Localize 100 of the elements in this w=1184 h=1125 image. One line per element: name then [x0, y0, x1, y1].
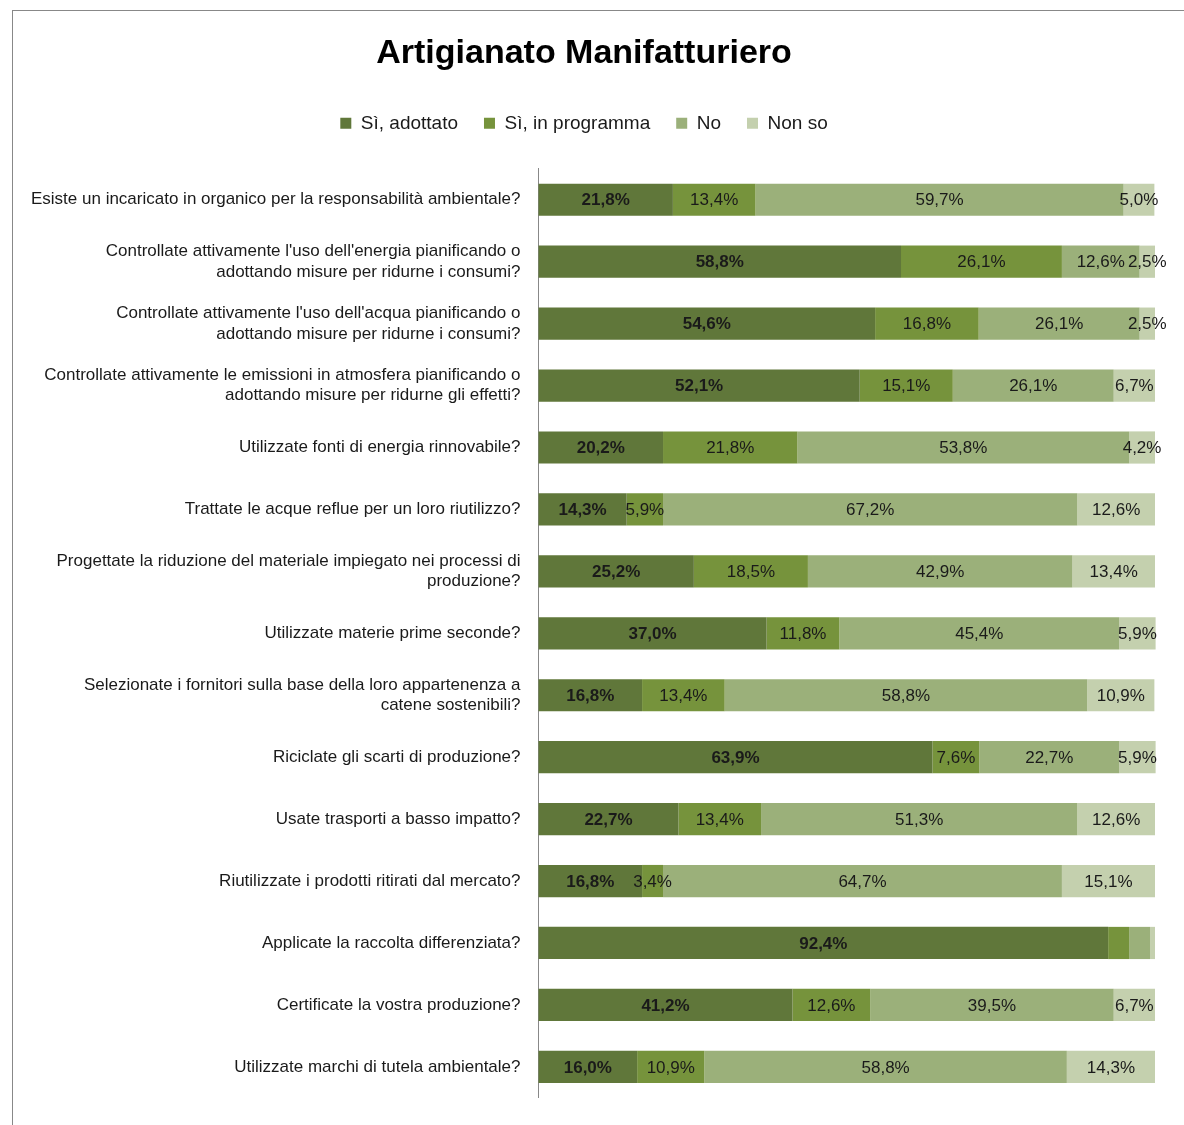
data-label: 14,3%	[1086, 1057, 1136, 1077]
data-label: 18,5%	[726, 562, 775, 582]
bar	[839, 617, 1120, 650]
legend-label: Sì, adottato	[360, 111, 458, 133]
y-tick-label: Controllate attivamente le emissioni in atmosfera pianificando o adottando misure per ridurne gli effetti?	[44, 365, 521, 405]
data-label: 22,7%	[584, 809, 633, 829]
y-tick-label: Riutilizzate i prodotti ritirati dal mercato?	[219, 870, 521, 890]
data-label: 16,8%	[566, 871, 615, 891]
data-label: 15,1%	[882, 376, 931, 396]
data-label: 12,6%	[1076, 252, 1125, 272]
bar	[538, 431, 664, 464]
data-label: 67,2%	[846, 500, 895, 520]
bar	[538, 803, 679, 836]
y-tick-label: Utilizzate fonti di energia rinnovabile?	[238, 437, 521, 457]
data-label: 4,2%	[1122, 438, 1162, 458]
chart-title: Artigianato Manifatturiero	[376, 31, 792, 70]
data-label: 10,9%	[1096, 685, 1145, 705]
y-tick-label: Selezionate i fornitori sulla base della loro appartenenza a catene sostenibili?	[83, 674, 522, 715]
data-label: 63,9%	[711, 747, 760, 767]
data-label: 39,5%	[967, 995, 1017, 1015]
bar	[538, 988, 793, 1021]
bar	[693, 555, 808, 588]
bar	[538, 307, 876, 340]
data-label: 16,0%	[563, 1057, 612, 1077]
data-label: 52,1%	[675, 376, 724, 396]
data-label: 54,6%	[682, 314, 731, 334]
data-label: 25,2%	[592, 562, 641, 582]
data-label: 14,3%	[558, 500, 607, 520]
bar	[704, 1050, 1067, 1083]
bar	[979, 741, 1120, 774]
y-tick-label: Trattate le acque reflue per un loro riutilizzo?	[184, 499, 521, 519]
data-label: 15,1%	[1084, 871, 1133, 891]
bar	[1061, 864, 1155, 898]
y-tick-label: Controllate attivamente l'uso dell'energia pianificando o adottando misure per ridurne i consumi?	[105, 241, 521, 281]
data-label: 26,1%	[1009, 376, 1058, 396]
data-label: 6,7%	[1114, 376, 1154, 396]
bar	[1150, 926, 1155, 960]
data-label: 21,8%	[706, 438, 755, 458]
data-label: 45,4%	[955, 623, 1004, 643]
data-label: 16,8%	[902, 314, 951, 334]
bar	[952, 369, 1114, 402]
y-tick-label: Certificate la vostra produzione?	[276, 994, 521, 1014]
y-tick-label: Esiste un incaricato in organico per la responsabilità ambientale?	[30, 189, 521, 209]
data-label: 12,6%	[807, 995, 856, 1015]
data-label: 41,2%	[641, 995, 690, 1015]
bar	[901, 245, 1062, 278]
data-label: 58,8%	[861, 1057, 910, 1077]
y-tick-label: Utilizzate marchi di tutela ambientale?	[234, 1056, 521, 1076]
data-label: 26,1%	[957, 252, 1006, 272]
data-label: 2,5%	[1127, 314, 1167, 334]
data-label: 10,9%	[646, 1057, 695, 1077]
bar	[663, 431, 798, 464]
bar	[724, 679, 1088, 712]
y-tick-label: Usate trasporti a basso impatto?	[275, 808, 521, 828]
data-label: 5,0%	[1119, 190, 1159, 210]
data-label: 92,4%	[799, 933, 848, 953]
data-label: 58,8%	[695, 252, 744, 272]
data-label: 21,8%	[581, 190, 630, 210]
bar	[870, 988, 1114, 1021]
bar	[538, 369, 860, 402]
data-label: 16,8%	[566, 685, 615, 705]
data-label: 58,8%	[881, 685, 931, 705]
bar	[538, 741, 933, 774]
data-label: 22,7%	[1025, 747, 1074, 767]
data-label: 42,9%	[916, 562, 965, 582]
y-tick-label: Riciclate gli scarti di produzione?	[272, 746, 521, 766]
data-label: 20,2%	[576, 438, 625, 458]
bar	[761, 803, 1078, 836]
data-label: 11,8%	[779, 623, 827, 643]
data-label: 13,4%	[659, 685, 708, 705]
y-tick-label: Utilizzate materie prime seconde?	[264, 622, 521, 642]
data-label: 53,8%	[939, 438, 988, 458]
data-label: 37,0%	[628, 623, 677, 643]
bar	[875, 307, 979, 340]
data-label: 13,4%	[690, 190, 739, 210]
data-label: 7,6%	[936, 747, 976, 767]
data-label: 3,4%	[633, 871, 672, 891]
legend-label: Non so	[767, 111, 828, 133]
bar	[807, 555, 1073, 588]
bar	[1108, 926, 1130, 960]
legend-label: No	[696, 111, 721, 133]
data-label: 64,7%	[838, 871, 887, 891]
bar	[538, 183, 673, 216]
data-label: 5,9%	[625, 500, 665, 520]
data-label: 5,9%	[1118, 747, 1157, 767]
data-label: 6,7%	[1114, 995, 1154, 1015]
y-tick-label: Progettate la riduzione del materiale impiegato nei processi di produzione?	[56, 550, 521, 591]
bar	[1077, 493, 1155, 526]
bar	[538, 245, 901, 278]
data-label: 2,5%	[1127, 252, 1167, 272]
bar	[538, 926, 1109, 960]
data-label: 12,6%	[1092, 809, 1141, 829]
data-label: 13,4%	[1089, 562, 1138, 582]
data-label: 12,6%	[1092, 500, 1141, 520]
data-label: 51,3%	[895, 809, 944, 829]
data-label: 26,1%	[1035, 314, 1084, 334]
bar	[538, 493, 627, 526]
bar	[663, 493, 1078, 526]
bar	[538, 555, 694, 588]
data-label: 59,7%	[915, 190, 964, 210]
